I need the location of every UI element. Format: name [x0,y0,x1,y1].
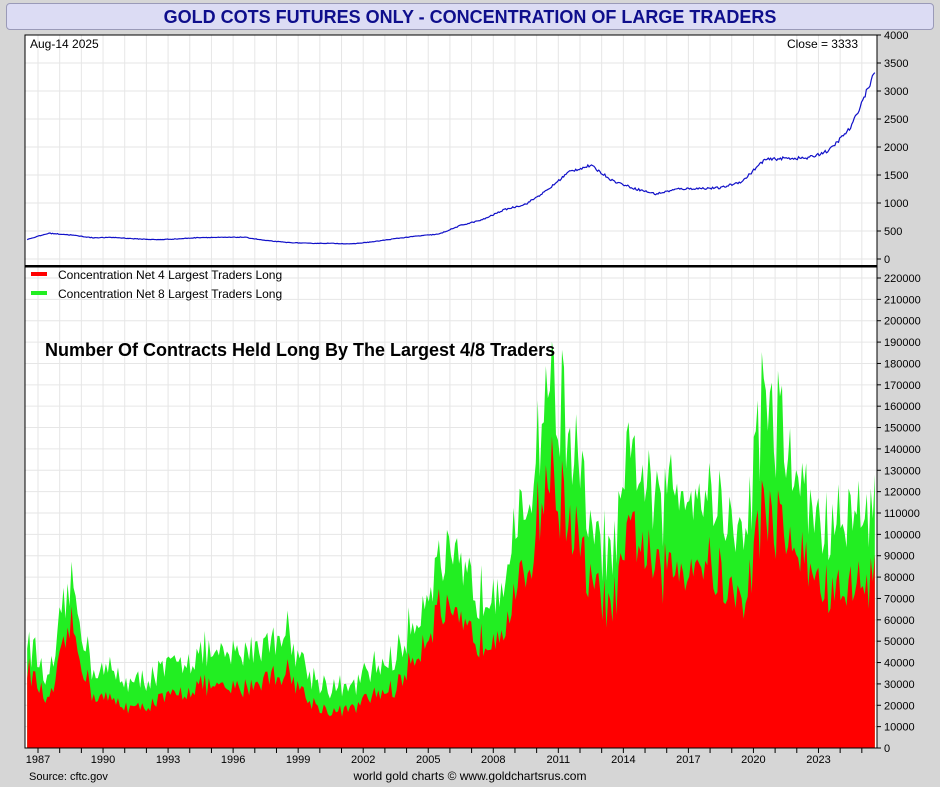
price-ytick-label-2000: 2000 [884,142,908,154]
conc-ytick-label-150000: 150000 [884,423,921,435]
x-tick-label-1987: 1987 [26,754,50,766]
price-ytick-label-2500: 2500 [884,114,908,126]
conc-ytick-label-20000: 20000 [884,700,915,712]
x-tick-label-1999: 1999 [286,754,310,766]
x-tick-label-1990: 1990 [91,754,115,766]
date-label: Aug-14 2025 [30,37,99,51]
title-bar: GOLD COTS FUTURES ONLY - CONCENTRATION O… [6,3,934,30]
legend-swatch-net4 [31,272,47,276]
conc-ytick-label-30000: 30000 [884,679,915,691]
price-ytick-label-3000: 3000 [884,86,908,98]
concentration-y-axis: 0 10000 20000 30000 40000 50000 60000 70000 8000… [877,273,921,755]
x-tick-label-2020: 2020 [741,754,765,766]
conc-ytick-label-170000: 170000 [884,380,921,392]
conc-ytick-label-90000: 90000 [884,551,915,563]
conc-ytick-label-210000: 210000 [884,294,921,306]
conc-ytick-label-200000: 200000 [884,316,921,328]
x-axis: 1987 1990 1993 1996 1999 2002 2005 2008 2011 2014… [26,748,863,766]
conc-ytick-label-180000: 180000 [884,358,921,370]
conc-ytick-label-160000: 160000 [884,401,921,413]
chart-title: GOLD COTS FUTURES ONLY - CONCENTRATION O… [163,7,777,27]
price-ytick-label-500: 500 [884,226,902,238]
conc-ytick-label-10000: 10000 [884,722,915,734]
price-panel [25,35,877,267]
price-ytick-label-1000: 1000 [884,198,908,210]
price-y-axis: 0 500 1000 1500 2000 2500 3000 3500 4000 [877,30,908,266]
x-tick-label-2023: 2023 [806,754,830,766]
x-tick-label-1996: 1996 [221,754,245,766]
conc-ytick-label-110000: 110000 [884,508,920,520]
price-grid [25,34,877,266]
concentration-subtitle: Number Of Contracts Held Long By The Lar… [45,340,555,360]
credit-label: world gold charts © www.goldchartsrus.co… [353,769,587,783]
x-tick-label-2008: 2008 [481,754,505,766]
conc-ytick-label-0: 0 [884,743,890,755]
conc-ytick-label-80000: 80000 [884,572,915,584]
legend-swatch-net8 [31,291,47,295]
price-series [26,72,876,245]
x-tick-label-2011: 2011 [546,754,570,766]
price-ytick-label-0: 0 [884,254,890,266]
legend-label-net4: Concentration Net 4 Largest Traders Long [58,268,282,282]
x-tick-label-2002: 2002 [351,754,375,766]
conc-ytick-label-50000: 50000 [884,636,915,648]
price-ytick-label-1500: 1500 [884,170,908,182]
price-ytick-label-4000: 4000 [884,30,908,42]
conc-ytick-label-140000: 140000 [884,444,921,456]
conc-ytick-label-40000: 40000 [884,658,915,670]
series-area-net4 [27,436,875,748]
legend-label-net8: Concentration Net 8 Largest Traders Long [58,287,282,301]
concentration-areas [27,341,875,748]
series-line-gold-price [26,72,876,245]
concentration-panel-border [24,266,878,749]
conc-ytick-label-100000: 100000 [884,529,921,541]
conc-ytick-label-120000: 120000 [884,487,921,499]
close-label: Close = 3333 [787,37,858,51]
conc-ytick-label-70000: 70000 [884,593,915,605]
source-label: Source: cftc.gov [29,771,108,783]
x-tick-label-1993: 1993 [156,754,180,766]
legend: Concentration Net 4 Largest Traders Long… [31,268,282,301]
conc-ytick-label-60000: 60000 [884,615,915,627]
x-tick-label-2017: 2017 [676,754,700,766]
conc-ytick-label-130000: 130000 [884,465,921,477]
x-tick-label-2014: 2014 [611,754,635,766]
conc-ytick-label-220000: 220000 [884,273,921,285]
x-tick-label-2005: 2005 [416,754,440,766]
conc-ytick-label-190000: 190000 [884,337,921,349]
price-ytick-label-3500: 3500 [884,58,908,70]
